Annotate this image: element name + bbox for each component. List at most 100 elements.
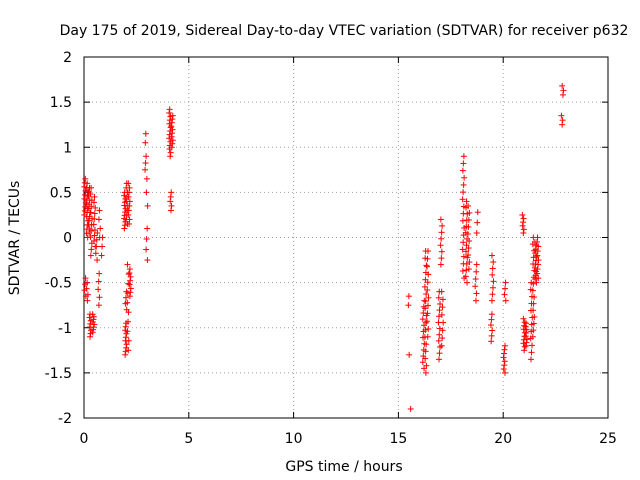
data-point [436, 313, 443, 320]
data-point [459, 167, 466, 174]
data-point [87, 209, 94, 216]
data-point [473, 268, 480, 275]
data-point [423, 318, 430, 325]
data-point [96, 294, 103, 301]
chart-title: Day 175 of 2019, Sidereal Day-to-day VTE… [60, 23, 629, 39]
data-point [436, 356, 443, 363]
data-point [89, 311, 96, 318]
data-point [169, 137, 176, 144]
data-point [522, 333, 529, 340]
x-tick-label: 10 [285, 431, 303, 447]
data-point [559, 91, 566, 98]
data-point [424, 279, 431, 286]
data-point [528, 349, 535, 356]
data-point [126, 202, 133, 209]
data-point [559, 82, 566, 89]
data-point [420, 303, 427, 310]
data-point [559, 121, 566, 128]
data-point [488, 311, 495, 318]
data-point [530, 254, 537, 261]
data-point [459, 217, 466, 224]
data-point [423, 341, 430, 348]
data-point [528, 342, 535, 349]
data-point [422, 355, 429, 362]
data-point [421, 283, 428, 290]
data-point [523, 342, 530, 349]
data-point [86, 314, 93, 321]
data-point [521, 319, 528, 326]
data-point [405, 293, 412, 300]
data-point [463, 198, 470, 205]
data-point [121, 199, 128, 206]
data-point [126, 266, 133, 273]
data-point [122, 294, 129, 301]
x-tick-label: 20 [494, 431, 512, 447]
data-point [530, 307, 537, 314]
data-point [501, 346, 508, 353]
data-point [423, 262, 430, 269]
data-point [487, 322, 494, 329]
y-tick-label: 0.5 [50, 185, 72, 201]
data-point [460, 253, 467, 260]
data-point [490, 278, 497, 285]
data-point [465, 245, 472, 252]
data-point [424, 302, 431, 309]
data-point [519, 211, 526, 218]
data-point [126, 220, 133, 227]
x-axis-label: GPS time / hours [285, 459, 402, 475]
data-point [167, 193, 174, 200]
data-point [534, 266, 541, 273]
data-point [144, 202, 151, 209]
data-point [502, 342, 509, 349]
data-point [406, 351, 413, 358]
data-point [466, 259, 473, 266]
data-point [125, 193, 132, 200]
y-tick-label: 1.5 [50, 95, 72, 111]
data-point [88, 184, 95, 191]
data-point [438, 288, 445, 295]
data-point [488, 252, 495, 259]
data-point [501, 362, 508, 369]
data-point [125, 347, 132, 354]
data-point [87, 333, 94, 340]
y-tick-label: 1 [63, 140, 72, 156]
data-point [142, 139, 149, 146]
data-point [465, 252, 472, 259]
data-point [534, 248, 541, 255]
data-point [144, 225, 151, 232]
grid-lines [84, 57, 608, 418]
y-tick-label: -0.5 [45, 276, 72, 292]
data-point [535, 261, 542, 268]
data-point [502, 279, 509, 286]
data-point [125, 337, 132, 344]
data-point [94, 257, 101, 264]
data-point [438, 342, 445, 349]
data-point [531, 264, 538, 271]
data-point [169, 130, 176, 137]
x-tick-label: 0 [80, 431, 89, 447]
data-point [558, 112, 565, 119]
data-point [87, 191, 94, 198]
data-point [464, 254, 471, 261]
data-point [92, 250, 99, 257]
data-point [124, 261, 131, 268]
data-point [519, 222, 526, 229]
data-point [439, 304, 446, 311]
data-point [96, 207, 103, 214]
y-tick-label: 2 [63, 50, 72, 66]
data-point [127, 285, 134, 292]
data-point [466, 209, 473, 216]
data-point [437, 300, 444, 307]
data-point [166, 109, 173, 116]
data-point [531, 313, 538, 320]
data-point [425, 294, 432, 301]
data-point [87, 234, 94, 241]
data-point [501, 291, 508, 298]
x-axis-ticks: 0 5 10 15 20 25 [80, 57, 617, 447]
data-point [125, 309, 132, 316]
data-point [127, 273, 134, 280]
data-point [464, 230, 471, 237]
data-point [436, 307, 443, 314]
data-point [90, 238, 97, 245]
data-point [124, 290, 131, 297]
